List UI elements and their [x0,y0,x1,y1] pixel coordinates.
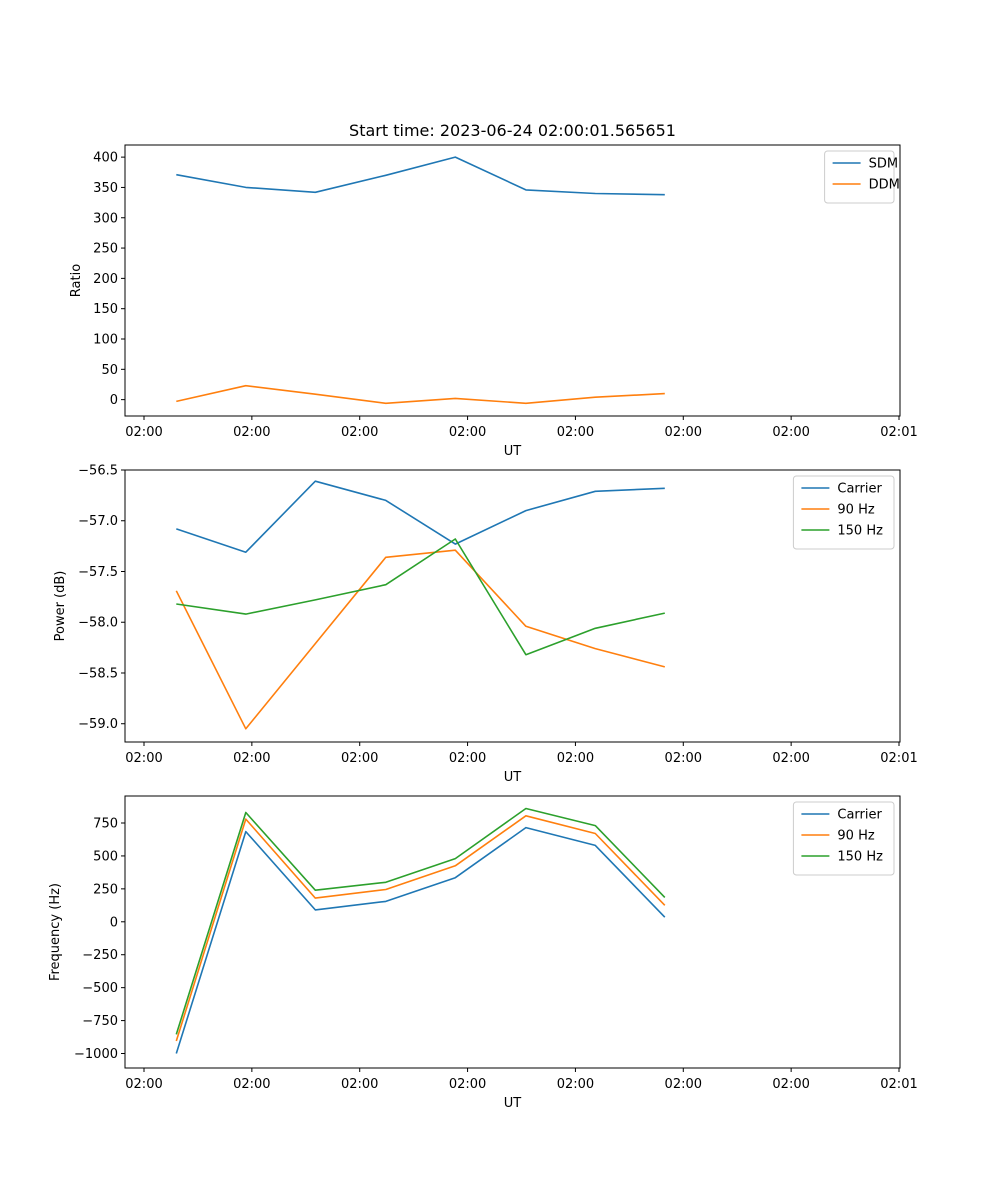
frequency-x-tick-label: 02:00 [125,1077,162,1092]
power-y-tick-label: −56.5 [78,464,118,479]
ratio-axes-frame [124,144,901,417]
frequency-y-tick-label: −250 [82,948,118,963]
frequency-x-tick-label: 02:00 [341,1077,378,1092]
ratio-y-tick-label: 350 [93,181,118,196]
power-y-tick-label: −58.0 [78,616,118,631]
frequency-legend-label: 90 Hz [837,829,874,844]
frequency-axes-frame [124,795,901,1069]
ratio-x-tick-label: 02:00 [341,425,378,440]
ratio-y-tick-label: 150 [93,302,118,317]
frequency-y-tick-label: 250 [93,882,118,897]
power-x-axis-label: UT [504,770,522,785]
frequency-x-tick-label: 02:01 [880,1077,917,1092]
power-x-tick-label: 02:00 [772,751,809,766]
frequency-panel: 02:00 02:00 02:00 02:00 02:00 02:00 02:00 02:01… [48,795,918,1111]
power-x-tick-label: 02:00 [665,751,702,766]
power-x-tick-label: 02:00 [125,751,162,766]
power-legend-label: 150 Hz [837,524,883,539]
power-x-tick-label: 02:00 [449,751,486,766]
ratio-y-tick-label: 0 [110,393,118,408]
frequency-series-line-150-hz [175,807,666,1035]
frequency-series-line-90-hz [175,814,666,1042]
ratio-legend-box [824,150,895,204]
frequency-x-tick-label: 02:00 [665,1077,702,1092]
power-series-line-150-hz [176,538,665,656]
power-series-line-carrier [176,480,665,554]
power-legend-label: 90 Hz [837,503,874,518]
ratio-x-tick-label: 02:00 [772,425,809,440]
frequency-y-tick-label: 0 [110,915,118,930]
frequency-y-tick-label: 500 [93,849,118,864]
power-x-tick-label: 02:00 [557,751,594,766]
ratio-y-tick-label: 200 [93,272,118,287]
power-series-line-90-hz [175,549,666,730]
frequency-x-axis-label: UT [504,1096,522,1111]
ratio-series-line-ddm [176,384,665,405]
ratio-y-tick-label: 300 [93,211,118,226]
power-panel: 02:00 02:00 02:00 02:00 02:00 02:00 02:00 02:01… [53,464,918,786]
frequency-y-axis-label: Frequency (Hz) [48,883,63,981]
ratio-x-tick-label: 02:01 [880,425,917,440]
frequency-y-tick-label: −500 [82,981,118,996]
ratio-legend-label: DDM [869,178,900,193]
frequency-x-tick-label: 02:00 [233,1077,270,1092]
figure-title: Start time: 2023-06-24 02:00:01.565651 [349,121,676,140]
ratio-y-tick-label: 250 [93,242,118,257]
frequency-legend-label: Carrier [837,808,882,823]
frequency-y-tick-label: 750 [93,817,118,832]
ratio-y-tick-label: 100 [93,333,118,348]
ratio-x-tick-label: 02:00 [233,425,270,440]
power-y-tick-label: −58.5 [78,666,118,681]
frequency-series-line-carrier [175,826,666,1054]
power-x-tick-label: 02:00 [233,751,270,766]
ratio-legend-label: SDM [869,157,898,172]
ratio-series-line-sdm [176,156,665,196]
frequency-y-tick-label: −750 [82,1014,118,1029]
power-y-tick-label: −57.0 [78,514,118,529]
ratio-x-tick-label: 02:00 [557,425,594,440]
frequency-y-tick-label: −1000 [74,1047,118,1062]
power-x-tick-label: 02:01 [880,751,917,766]
power-axes-frame [124,469,901,743]
ratio-y-axis-label: Ratio [69,264,84,297]
frequency-x-tick-label: 02:00 [449,1077,486,1092]
ratio-y-tick-label: 50 [101,363,118,378]
ratio-x-tick-label: 02:00 [665,425,702,440]
power-y-axis-label: Power (dB) [53,571,68,642]
ratio-panel: 02:00 02:00 02:00 02:00 02:00 02:00 02:00 02:01… [69,144,918,459]
ratio-y-tick-label: 400 [93,151,118,166]
ratio-x-axis-label: UT [504,444,522,459]
power-y-tick-label: −59.0 [78,717,118,732]
frequency-x-tick-label: 02:00 [557,1077,594,1092]
power-x-tick-label: 02:00 [341,751,378,766]
frequency-x-tick-label: 02:00 [772,1077,809,1092]
ratio-x-tick-label: 02:00 [449,425,486,440]
power-legend-label: Carrier [837,482,882,497]
ratio-x-tick-label: 02:00 [125,425,162,440]
frequency-legend-label: 150 Hz [837,850,883,865]
power-y-tick-label: −57.5 [78,565,118,580]
